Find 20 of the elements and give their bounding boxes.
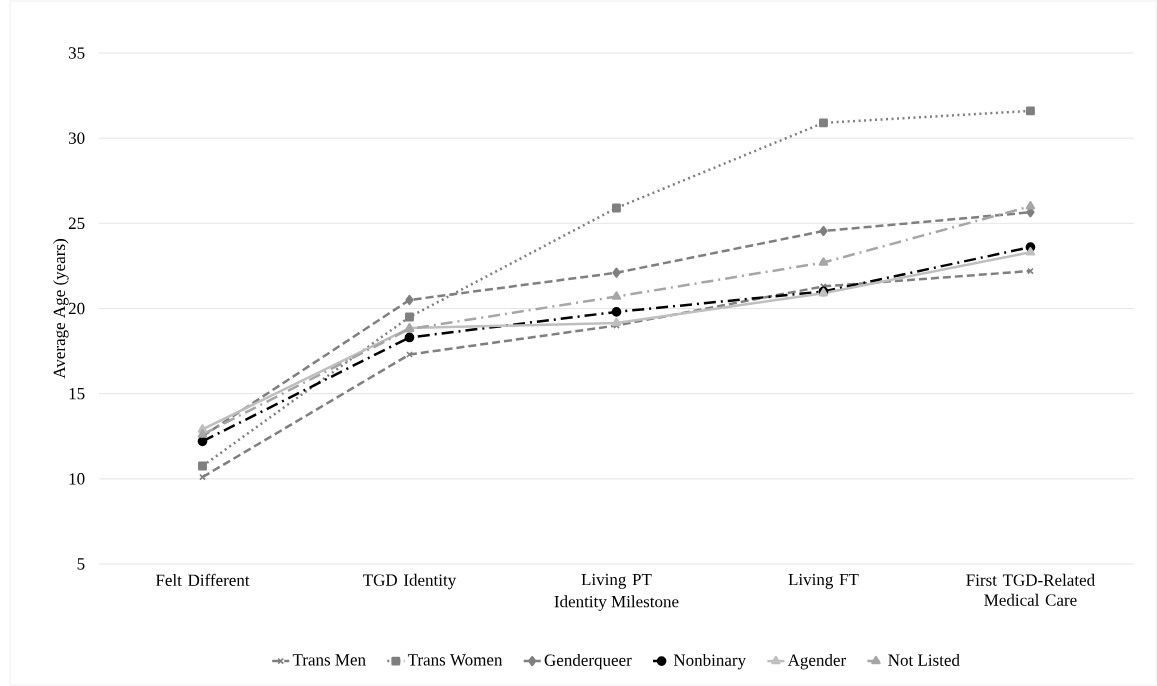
x-tick-label: Living FT	[788, 573, 859, 589]
y-tick-label: 35	[68, 47, 85, 59]
x-tick-label: Felt Different	[155, 573, 250, 587]
y-tick-label: 15	[69, 387, 85, 400]
y-tick-label: 10	[69, 473, 85, 485]
y-axis-title: Average Age (years)	[53, 239, 69, 379]
legend-label: Trans Women	[407, 654, 503, 666]
y-tick-label: 5	[77, 558, 85, 570]
legend-label: Genderqueer	[544, 653, 632, 670]
x-tick-label: TGD Identity	[363, 573, 457, 590]
y-tick-label: 20	[68, 302, 85, 315]
legend-label: Not Listed	[888, 653, 960, 666]
y-tick-label: 30	[68, 132, 85, 144]
x-tick-label: First TGD-Related Medical Care	[966, 573, 1095, 606]
y-tick-label: 25	[68, 217, 85, 230]
legend-label: Agender	[787, 653, 847, 670]
x-axis-title: Identity Milestone	[554, 595, 679, 611]
legend-label: Nonbinary	[673, 653, 746, 670]
x-tick-label: Living PT	[581, 573, 652, 589]
legend-label: Trans Men	[292, 654, 366, 666]
